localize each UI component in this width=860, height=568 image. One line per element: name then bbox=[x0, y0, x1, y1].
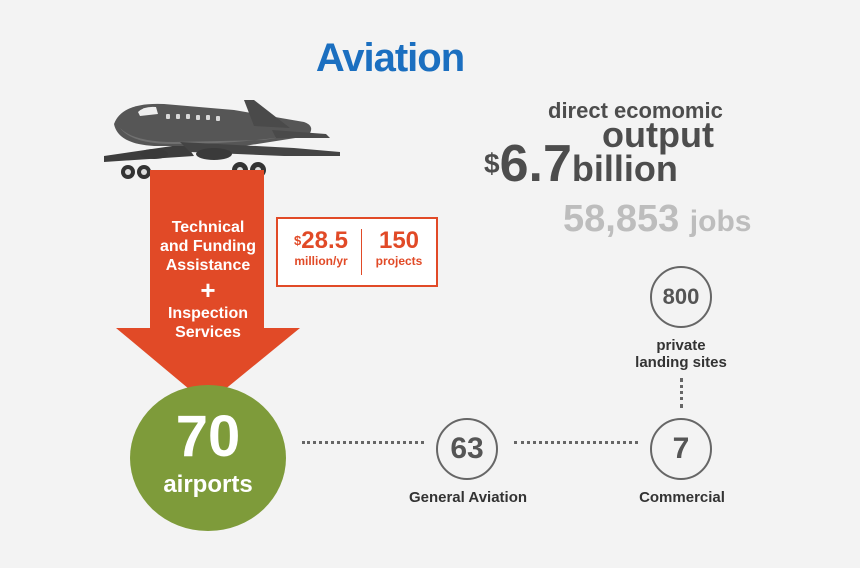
services-line-2: and Funding bbox=[160, 238, 256, 255]
services-line-5: Services bbox=[175, 324, 241, 341]
private-sites-node: 800 bbox=[650, 266, 712, 328]
funding-currency: $ bbox=[294, 233, 302, 248]
general-count: 63 bbox=[450, 432, 484, 465]
general-aviation-node: 63 bbox=[436, 418, 498, 480]
services-line-3: Assistance bbox=[165, 257, 251, 274]
down-arrow-shape bbox=[116, 170, 300, 404]
jobs-label: jobs bbox=[689, 205, 752, 238]
commercial-label: Commercial bbox=[639, 489, 725, 506]
general-aviation-label: General Aviation bbox=[408, 489, 528, 506]
private-label-1: private bbox=[656, 337, 706, 354]
services-line-4: Inspection bbox=[167, 305, 248, 322]
airports-total-label: airports bbox=[163, 471, 253, 498]
funding-value: 28.5 bbox=[301, 227, 348, 254]
commercial-node: 7 bbox=[650, 418, 712, 480]
connector-800-to-7 bbox=[680, 378, 683, 408]
private-count: 800 bbox=[662, 284, 700, 309]
private-sites-label: private landing sites bbox=[606, 337, 756, 371]
jobs-count: 58,853 bbox=[563, 198, 680, 240]
stat-divider bbox=[361, 229, 362, 275]
connector-63-to-7 bbox=[514, 441, 638, 444]
economic-unit: billion bbox=[571, 148, 678, 189]
economic-line-2: output bbox=[602, 114, 714, 155]
plus-sign: + bbox=[200, 275, 216, 305]
economic-line-1: direct ecomomic bbox=[548, 98, 723, 123]
jobs-stat: 58,853 jobs bbox=[563, 198, 751, 241]
services-text: Technical and Funding Assistance + Inspe… bbox=[138, 218, 278, 342]
funding-amount: $28.5 million/yr bbox=[280, 227, 362, 269]
funding-unit: million/yr bbox=[294, 254, 348, 268]
services-line-1: Technical bbox=[171, 219, 245, 236]
economic-amount: 6.7 bbox=[499, 135, 572, 193]
projects-stat: 150 projects bbox=[364, 227, 434, 269]
private-label-2: landing sites bbox=[635, 354, 727, 371]
airplane-icon bbox=[104, 100, 340, 179]
connector-70-to-63 bbox=[302, 441, 424, 444]
funding-stat-box bbox=[276, 217, 438, 287]
commercial-count: 7 bbox=[672, 432, 690, 465]
economic-value: $6.7billion bbox=[484, 136, 678, 197]
projects-count: 150 bbox=[378, 227, 420, 254]
page-title: Aviation bbox=[315, 36, 465, 80]
projects-label: projects bbox=[375, 254, 423, 268]
airports-total-circle: 70 airports bbox=[130, 385, 286, 531]
airports-total: 70 bbox=[175, 404, 241, 469]
economic-currency: $ bbox=[484, 148, 500, 179]
